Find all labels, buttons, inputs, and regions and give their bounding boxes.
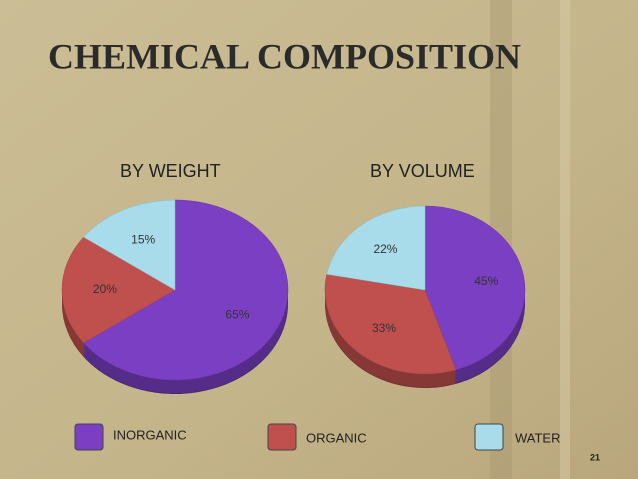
pie-slice — [424, 205, 526, 371]
legend-swatch — [267, 423, 297, 451]
pie-slice — [83, 199, 176, 291]
legend-label: ORGANIC — [306, 430, 367, 445]
legend-label: INORGANIC — [113, 427, 187, 442]
chart-title: BY WEIGHT — [120, 161, 221, 181]
legend-swatch — [74, 423, 104, 451]
legend-swatch — [474, 423, 504, 451]
texture-stripe — [560, 0, 570, 479]
slide-title: CHEMICAL COMPOSITION — [48, 36, 521, 76]
data-label: 20% — [93, 282, 117, 296]
data-label: 15% — [131, 232, 155, 246]
chart-title: BY VOLUME — [370, 161, 475, 181]
pie-slice — [61, 236, 176, 344]
pie-slice — [83, 199, 289, 381]
data-label: 33% — [372, 321, 396, 335]
data-label: 45% — [474, 274, 498, 288]
data-label: 65% — [225, 308, 249, 322]
slide-number: 21 — [590, 452, 600, 462]
legend-label: WATER — [515, 430, 561, 445]
pie-slice — [324, 273, 457, 375]
data-label: 22% — [373, 242, 397, 256]
pie-slice — [326, 205, 426, 291]
